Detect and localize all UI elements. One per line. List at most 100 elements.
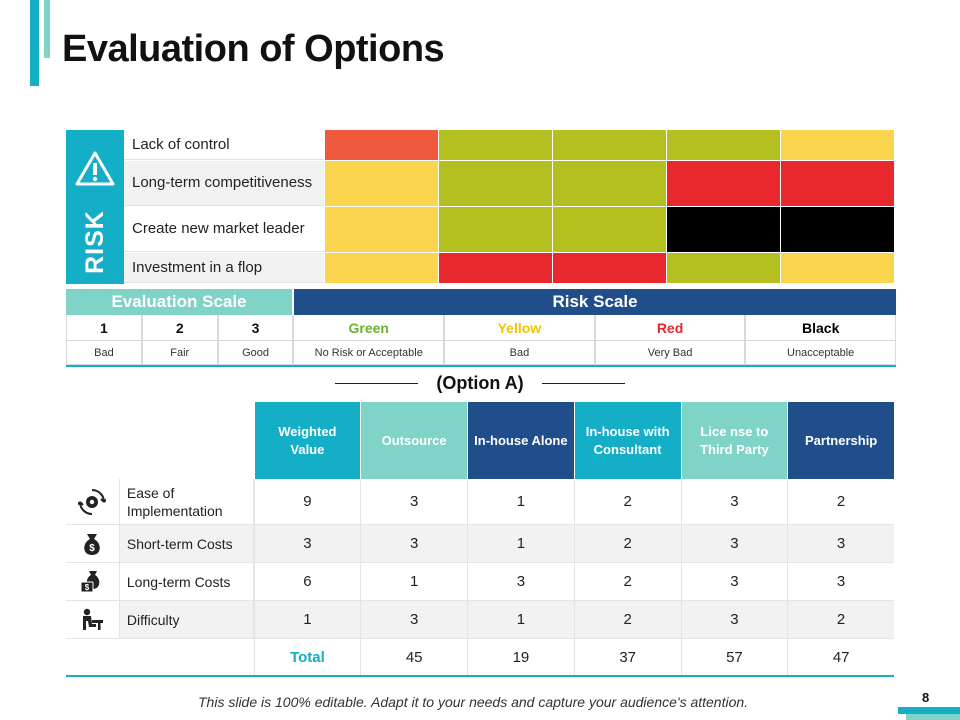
risk-row: Long-term competitiveness — [124, 161, 894, 207]
table-cell: 1 — [253, 601, 361, 638]
total-cell: 47 — [787, 639, 894, 675]
risk-color-cell — [666, 161, 780, 206]
eval-scale-cell: 3 — [217, 315, 294, 341]
risk-scale-cell: Unacceptable — [745, 341, 896, 365]
risk-scale-cell: Bad — [444, 341, 595, 365]
scale-values-row: 1 2 3 Green Yellow Red Black — [66, 315, 896, 341]
table-cell: 1 — [360, 563, 467, 600]
column-header: Lice nse to Third Party — [681, 402, 788, 479]
total-cell: 19 — [467, 639, 574, 675]
risk-scale-cell: Red — [594, 315, 746, 341]
risk-scale-name: Green — [348, 319, 389, 336]
risk-color-cell — [438, 253, 552, 283]
eval-scale-cell: Bad — [66, 341, 142, 365]
risk-color-cell — [666, 207, 780, 252]
risk-scale-name: Black — [802, 319, 840, 336]
evaluation-scale-heading: Evaluation Scale — [66, 289, 292, 315]
svg-text:$: $ — [85, 583, 90, 592]
risk-color-cell — [438, 207, 552, 252]
gear-cycle-icon — [78, 488, 107, 515]
risk-color-cell — [780, 130, 894, 160]
risk-scale-cell: Yellow — [444, 315, 595, 341]
risk-color-cell — [324, 130, 438, 160]
total-label: Total — [253, 639, 361, 675]
risk-color-cell — [552, 130, 666, 160]
table-cell: 3 — [680, 601, 788, 638]
eval-scale-number: 2 — [175, 319, 184, 336]
column-header: In-house with Consultant — [574, 402, 681, 479]
table-row: Ease of Implementation 9 3 1 2 3 2 — [66, 479, 894, 525]
scale-descriptions-row: Bad Fair Good No Risk or Acceptable Bad … — [66, 341, 896, 365]
eval-scale-cell: Good — [217, 341, 294, 365]
page-number-bar-secondary — [906, 714, 960, 720]
risk-scale-name: Yellow — [497, 319, 542, 336]
table-cell: 3 — [680, 525, 788, 562]
table-cell: 2 — [787, 601, 894, 638]
option-rule-right — [542, 383, 625, 384]
row-icon-cell: $ — [66, 563, 120, 600]
total-cell: 45 — [360, 639, 467, 675]
risk-row-label: Create new market leader — [124, 207, 324, 252]
table-cell: 1 — [467, 601, 574, 638]
risk-color-cell — [438, 130, 552, 160]
table-cell: 1 — [467, 479, 574, 524]
svg-text:$: $ — [90, 543, 96, 554]
eval-scale-desc: Bad — [94, 346, 114, 359]
column-header: Partnership — [788, 402, 894, 479]
total-cell: 37 — [573, 639, 681, 675]
options-table-header: Weighted Value Outsource In-house Alone … — [66, 402, 894, 479]
risk-row-label: Lack of control — [124, 130, 324, 160]
option-rule-left — [335, 383, 418, 384]
page-number: 8 — [922, 690, 930, 705]
table-cell: 2 — [573, 601, 681, 638]
risk-matrix: RISK Lack of control Long-term competiti… — [66, 130, 894, 284]
risk-color-cell — [666, 253, 780, 283]
warning-icon — [75, 151, 115, 186]
risk-row-label: Long-term competitiveness — [124, 161, 324, 206]
table-cell: 3 — [253, 525, 361, 562]
risk-color-cell — [666, 130, 780, 160]
risk-side-panel: RISK — [66, 130, 124, 284]
table-cell: 3 — [360, 601, 468, 638]
table-row: Difficulty 1 3 1 2 3 2 — [66, 601, 894, 639]
scales-legend: Evaluation Scale Risk Scale 1 2 3 Green … — [66, 289, 896, 365]
risk-scale-cell: Green — [293, 315, 445, 341]
column-header: Outsource — [361, 402, 467, 479]
table-cell: 2 — [573, 563, 681, 600]
title-accent-bar — [30, 0, 39, 86]
table-row: $ Short-term Costs 3 3 1 2 3 3 — [66, 525, 894, 563]
options-table: Weighted Value Outsource In-house Alone … — [66, 402, 894, 675]
risk-row-label: Investment in a flop — [124, 253, 324, 283]
table-cell: 3 — [360, 479, 467, 524]
risk-color-cell — [552, 161, 666, 206]
money-bag-icon: $ — [84, 533, 101, 555]
page-number-bar — [898, 707, 960, 714]
risk-scale-cell: Very Bad — [594, 341, 746, 365]
risk-scale-name: Red — [656, 319, 684, 336]
risk-color-cell — [324, 253, 438, 283]
table-cell: 3 — [467, 563, 574, 600]
row-icon-cell — [66, 601, 120, 638]
table-cell: 3 — [680, 479, 788, 524]
risk-color-cell — [552, 207, 666, 252]
row-label: Short-term Costs — [119, 525, 254, 562]
risk-color-cell — [324, 161, 438, 206]
row-label: Ease of Implementation — [120, 479, 254, 524]
table-cell: 6 — [253, 563, 361, 600]
option-title: (Option A) — [436, 373, 524, 393]
eval-scale-cell: Fair — [141, 341, 218, 365]
risk-color-cell — [552, 253, 666, 283]
risk-color-cell — [780, 161, 894, 206]
eval-scale-number: 1 — [100, 319, 108, 336]
eval-scale-cell: 1 — [66, 315, 142, 341]
table-cell: 3 — [787, 563, 894, 600]
risk-scale-desc: Unacceptable — [787, 346, 855, 359]
risk-color-cell — [780, 207, 894, 252]
table-row: $ Long-term Costs 6 1 3 2 3 3 — [66, 563, 894, 601]
eval-scale-desc: Good — [242, 346, 269, 359]
row-label: Difficulty — [119, 601, 254, 638]
table-cell: 3 — [360, 525, 468, 562]
table-cell: 9 — [253, 479, 361, 524]
column-header: Weighted Value — [254, 402, 361, 479]
total-row: Total 45 19 37 57 47 — [66, 639, 894, 675]
